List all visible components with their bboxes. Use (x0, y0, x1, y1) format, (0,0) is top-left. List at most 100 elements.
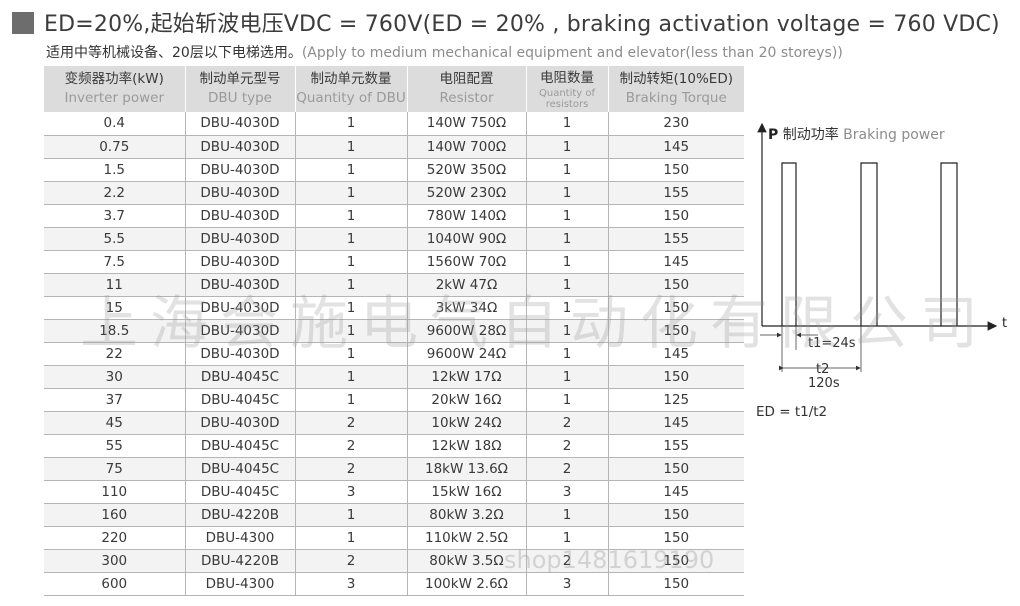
dbu-quantity-cell: 1 (294, 365, 407, 389)
header-en: Quantity of resistors (538, 87, 596, 110)
p-symbol: P (768, 127, 779, 143)
header-resistor: 电阻配置 Resistor (406, 66, 526, 112)
resistor-cell: 9600W 24Ω (406, 342, 526, 366)
header-zh: 电阻数量 (540, 69, 594, 86)
table-row: 11 DBU-4030D 1 2kW 47Ω 1 150 (44, 273, 744, 297)
t2-value: 120s (808, 376, 840, 391)
resistor-quantity-cell: 2 (525, 549, 608, 573)
braking-power-diagram: P 制动功率 Braking power t t1=24s t2 120s ED… (750, 110, 1020, 430)
table-row: 600 DBU-4300 3 100kW 2.6Ω 3 150 (44, 572, 744, 596)
inverter-power-cell: 1.5 (44, 158, 185, 182)
inverter-power-cell: 3.7 (44, 204, 185, 228)
header-resistor-quantity: 电阻数量 Quantity of resistors (525, 66, 608, 112)
title-marker (12, 12, 34, 34)
resistor-cell: 520W 230Ω (406, 181, 526, 205)
dbu-type-cell: DBU-4030D (184, 181, 295, 205)
inverter-power-cell: 2.2 (44, 181, 185, 205)
header-inverter-power: 变频器功率(kW) Inverter power (44, 66, 185, 112)
dbu-type-cell: DBU-4045C (184, 434, 295, 458)
inverter-power-cell: 220 (44, 526, 185, 550)
resistor-quantity-cell: 1 (525, 296, 608, 320)
dbu-quantity-cell: 1 (294, 135, 407, 159)
pulse-chart (757, 122, 998, 372)
dbu-type-cell: DBU-4030D (184, 112, 295, 136)
resistor-quantity-cell: 2 (525, 411, 608, 435)
resistor-cell: 80kW 3.2Ω (406, 503, 526, 527)
table-row: 18.5 DBU-4030D 1 9600W 28Ω 1 150 (44, 319, 744, 343)
table-row: 30 DBU-4045C 1 12kW 17Ω 1 150 (44, 365, 744, 389)
inverter-power-cell: 22 (44, 342, 185, 366)
t2-label: t2 (816, 362, 830, 377)
resistor-cell: 140W 750Ω (406, 112, 526, 136)
dbu-quantity-cell: 1 (294, 342, 407, 366)
dbu-quantity-cell: 1 (294, 319, 407, 343)
dbu-type-cell: DBU-4030D (184, 227, 295, 251)
dbu-type-cell: DBU-4030D (184, 342, 295, 366)
braking-torque-cell: 155 (607, 434, 744, 458)
braking-torque-cell: 125 (607, 388, 744, 412)
inverter-power-cell: 160 (44, 503, 185, 527)
table-row: 55 DBU-4045C 2 12kW 18Ω 2 155 (44, 434, 744, 458)
dbu-quantity-cell: 1 (294, 388, 407, 412)
dbu-type-cell: DBU-4030D (184, 158, 295, 182)
table-row: 7.5 DBU-4030D 1 1560W 70Ω 1 145 (44, 250, 744, 274)
inverter-power-cell: 110 (44, 480, 185, 504)
inverter-power-cell: 5.5 (44, 227, 185, 251)
page-title: ED=20%,起始斩波电压VDC = 760V(ED = 20% , braki… (44, 12, 1000, 37)
braking-torque-cell: 150 (607, 549, 744, 573)
braking-torque-cell: 150 (607, 273, 744, 297)
page-subtitle: 适用中等机械设备、20层以下电梯选用。(Apply to medium mech… (46, 42, 843, 62)
resistor-cell: 20kW 16Ω (406, 388, 526, 412)
resistor-cell: 100kW 2.6Ω (406, 572, 526, 596)
resistor-quantity-cell: 1 (525, 503, 608, 527)
table-body: 0.4 DBU-4030D 1 140W 750Ω 1 230 0.75 DBU-4030D 1… (44, 112, 744, 596)
header-zh: 变频器功率(kW) (64, 71, 164, 87)
dbu-quantity-cell: 1 (294, 204, 407, 228)
braking-torque-cell: 150 (607, 572, 744, 596)
subtitle-chinese: 适用中等机械设备、20层以下电梯选用。 (46, 45, 302, 61)
dbu-quantity-cell: 1 (294, 273, 407, 297)
braking-torque-cell: 150 (607, 526, 744, 550)
dbu-type-cell: DBU-4030D (184, 273, 295, 297)
braking-torque-cell: 145 (607, 342, 744, 366)
braking-torque-cell: 145 (607, 250, 744, 274)
inverter-power-cell: 11 (44, 273, 185, 297)
resistor-quantity-cell: 2 (525, 457, 608, 481)
table-row: 3.7 DBU-4030D 1 780W 140Ω 1 150 (44, 204, 744, 228)
braking-power-en: Braking power (843, 127, 945, 143)
resistor-cell: 12kW 18Ω (406, 434, 526, 458)
table-row: 5.5 DBU-4030D 1 1040W 90Ω 1 155 (44, 227, 744, 251)
resistor-quantity-cell: 1 (525, 273, 608, 297)
inverter-power-cell: 0.75 (44, 135, 185, 159)
table-row: 1.5 DBU-4030D 1 520W 350Ω 1 150 (44, 158, 744, 182)
inverter-power-cell: 18.5 (44, 319, 185, 343)
table-row: 37 DBU-4045C 1 20kW 16Ω 1 125 (44, 388, 744, 412)
dbu-quantity-cell: 2 (294, 457, 407, 481)
inverter-power-cell: 600 (44, 572, 185, 596)
resistor-cell: 520W 350Ω (406, 158, 526, 182)
dbu-quantity-cell: 1 (294, 227, 407, 251)
resistor-cell: 2kW 47Ω (406, 273, 526, 297)
dbu-quantity-cell: 1 (294, 181, 407, 205)
header-en: Inverter power (64, 90, 165, 106)
resistor-quantity-cell: 2 (525, 434, 608, 458)
inverter-power-cell: 30 (44, 365, 185, 389)
dbu-quantity-cell: 2 (294, 434, 407, 458)
braking-power-zh: 制动功率 (782, 127, 839, 143)
dbu-quantity-cell: 1 (294, 296, 407, 320)
resistor-quantity-cell: 3 (525, 480, 608, 504)
resistor-quantity-cell: 1 (525, 112, 608, 136)
resistor-cell: 3kW 34Ω (406, 296, 526, 320)
braking-torque-cell: 150 (607, 319, 744, 343)
dbu-type-cell: DBU-4030D (184, 250, 295, 274)
dbu-type-cell: DBU-4045C (184, 365, 295, 389)
dbu-type-cell: DBU-4030D (184, 204, 295, 228)
inverter-power-cell: 300 (44, 549, 185, 573)
braking-power-label: P 制动功率 Braking power (768, 124, 945, 144)
resistor-cell: 1040W 90Ω (406, 227, 526, 251)
inverter-power-cell: 45 (44, 411, 185, 435)
braking-torque-cell: 145 (607, 480, 744, 504)
dbu-quantity-cell: 2 (294, 549, 407, 573)
braking-torque-cell: 150 (607, 158, 744, 182)
resistor-cell: 780W 140Ω (406, 204, 526, 228)
